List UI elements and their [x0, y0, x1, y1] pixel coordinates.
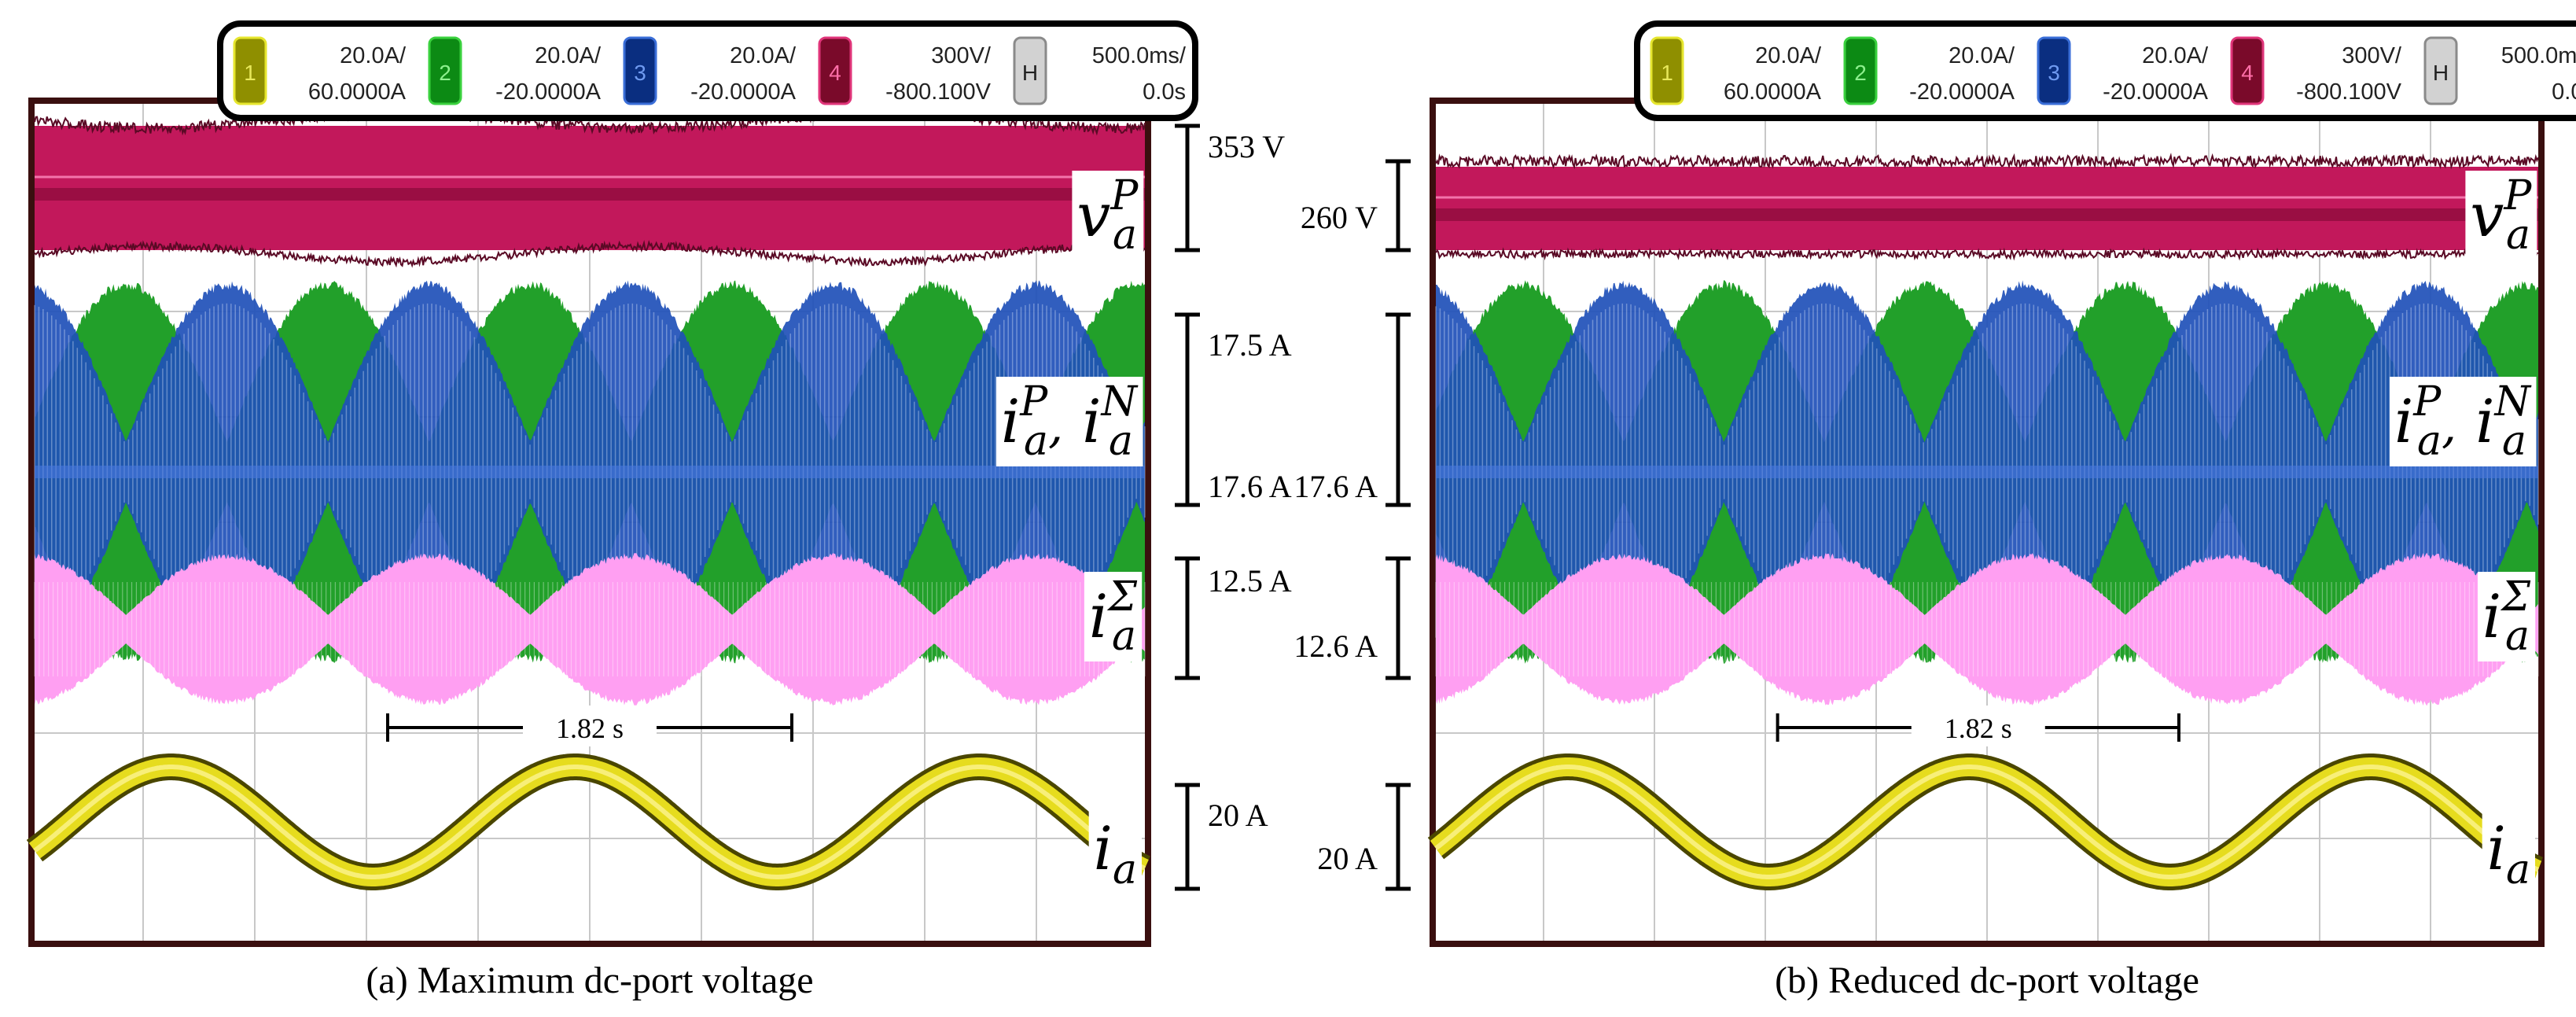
trace-iaSigma-ripple: [35, 582, 1145, 676]
label-part: i: [1094, 813, 1113, 883]
channel-scale: 20.0A/: [2142, 43, 2209, 68]
channel-offset: -20.0000A: [1909, 79, 2015, 105]
label-part: ,: [2442, 399, 2456, 454]
channel-offset: -800.100V: [885, 79, 991, 105]
label-part: i: [2394, 386, 2413, 456]
channel-number: 2: [439, 61, 451, 85]
channel-offset: 60.0000A: [308, 79, 407, 105]
channel-scale: 300V/: [931, 43, 992, 68]
label-part: a: [2502, 418, 2526, 465]
trace-iaSigma-ripple: [1436, 582, 2538, 676]
channel-number: H: [2433, 61, 2449, 85]
channel-header: 1 20.0A/60.0000A 2 20.0A/ -20.0000A 3 20.0A/ -2…: [1637, 24, 2576, 118]
period-label: 1.82 s: [1945, 713, 2012, 744]
amp-ia-label: 20 A: [1317, 841, 1378, 876]
label-iaSigma: iΣ a: [1089, 573, 1137, 660]
channel-number: 3: [2048, 61, 2060, 85]
label-iaSigma: iΣ a: [2482, 573, 2530, 660]
panel-a: 1.82 svP aiP a, iN aiΣ aia120.0A/60.0000A220…: [31, 24, 1292, 1001]
label-part: i: [1063, 386, 1101, 456]
figure: 1.82 svP aiP a, iN aiΣ aia120.0A/60.0000A220…: [0, 0, 2576, 1017]
amp-vaP-label: 260 V: [1301, 200, 1378, 235]
amp-ia-label: 20 A: [1208, 798, 1268, 833]
label-part: a: [1112, 613, 1136, 660]
channel-offset: -800.100V: [2296, 79, 2401, 105]
channel-number: 4: [2241, 61, 2254, 85]
channel-number: H: [1022, 61, 1038, 85]
channel-number: 1: [1661, 61, 1673, 85]
trace-iaN-core: [35, 466, 1145, 478]
channel-offset: 0.0s: [2552, 79, 2576, 105]
label-part: i: [1001, 386, 1020, 456]
label-part: v: [2470, 180, 2504, 250]
label-part: a: [2505, 613, 2530, 660]
channel-scale: 300V/: [2342, 43, 2402, 68]
amp-iaPN-top-label: 17.5 A: [1208, 327, 1292, 363]
amp-iaSigma-label: 12.6 A: [1294, 628, 1378, 664]
channel-scale: 20.0A/: [1755, 43, 1822, 68]
channel-offset: 0.0s: [1143, 79, 1186, 105]
trace-vaP-core: [1436, 208, 2538, 221]
channel-offset: -20.0000A: [2103, 79, 2208, 105]
channel-scale: 500.0ms/: [2501, 43, 2576, 68]
label-part: a: [2506, 846, 2530, 894]
label-part: i: [2482, 581, 2501, 651]
channel-scale: 20.0A/: [730, 43, 797, 68]
label-vaP: vP a: [1076, 172, 1139, 259]
channel-offset: -20.0000A: [495, 79, 601, 105]
label-part: a: [1024, 418, 1048, 465]
channel-header: 1 20.0A/60.0000A 2 20.0A/ -20.0000A 3 20.0A/ -2…: [220, 24, 1195, 118]
channel-number: 2: [1854, 61, 1867, 85]
channel-scale: 20.0A/: [1949, 43, 2015, 68]
trace-iaN-core: [1436, 466, 2538, 478]
channel-number: 1: [244, 61, 256, 85]
label-part: a: [2417, 418, 2442, 465]
label-part: a: [1109, 418, 1133, 465]
channel-offset: -20.0000A: [690, 79, 796, 105]
label-part: i: [1089, 581, 1108, 651]
channel-scale: 20.0A/: [340, 43, 407, 68]
channel-number: 3: [634, 61, 646, 85]
amp-iaSigma-label: 12.5 A: [1208, 563, 1292, 599]
label-part: a: [1113, 212, 1137, 259]
label-part: i: [2456, 386, 2494, 456]
label-part: i: [2487, 813, 2506, 883]
period-label: 1.82 s: [556, 713, 624, 744]
panel-caption: (b) Reduced dc-port voltage: [1775, 960, 2199, 1001]
label-part: v: [1076, 180, 1110, 250]
label-vaP: vP a: [2470, 172, 2532, 259]
panel-caption: (a) Maximum dc-port voltage: [366, 960, 813, 1001]
trace-vaP-core: [35, 188, 1145, 201]
label-part: ,: [1048, 399, 1063, 454]
amp-vaP-label: 353 V: [1208, 129, 1285, 164]
amp-iaPN-bottom-label: 17.6 A: [1294, 469, 1378, 504]
channel-number: 4: [829, 61, 841, 85]
label-part: a: [2506, 212, 2530, 259]
panel-b: 1.82 svP aiP a, iN aiΣ aia120.0A/60.0000A220…: [1294, 24, 2576, 1001]
channel-offset: 60.0000A: [1724, 79, 1822, 105]
label-part: a: [1113, 846, 1137, 894]
channel-scale: 500.0ms/: [1092, 43, 1187, 68]
amp-iaPN-bottom-label: 17.6 A: [1208, 469, 1292, 504]
channel-scale: 20.0A/: [535, 43, 602, 68]
